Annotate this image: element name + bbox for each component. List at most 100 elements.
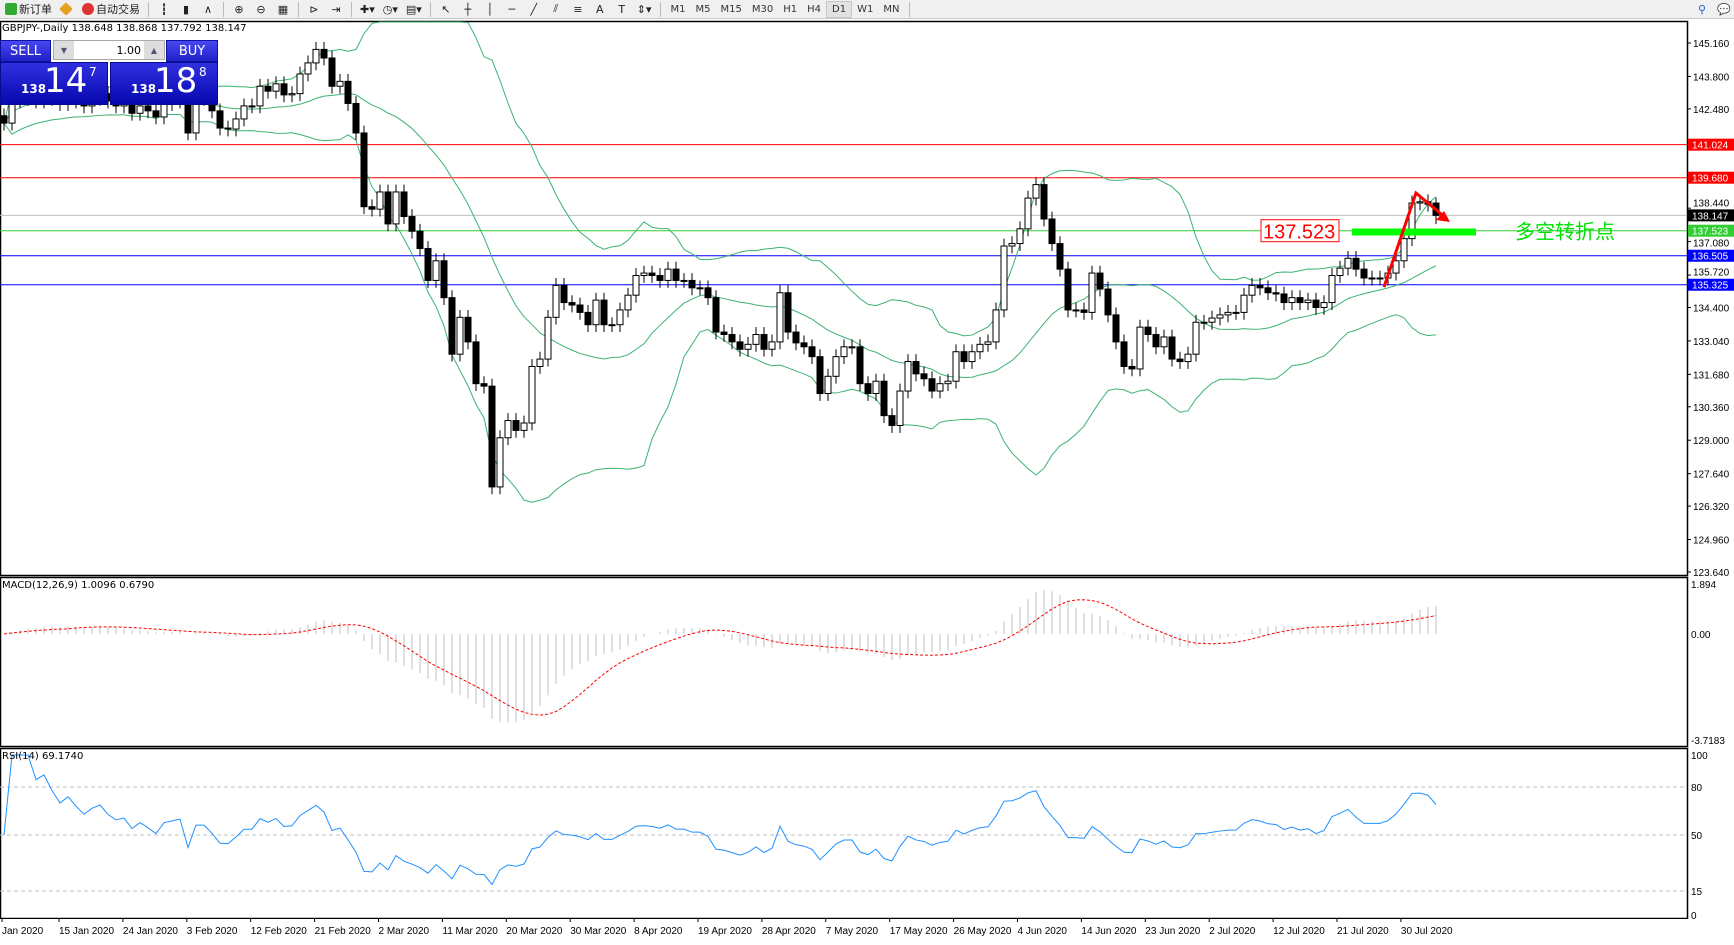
candle xyxy=(960,351,968,363)
templates-icon[interactable]: ▤▾ xyxy=(405,2,422,16)
pivot-zone-bar xyxy=(1352,228,1476,236)
candle xyxy=(296,73,304,95)
new-order-button[interactable]: 新订单 xyxy=(2,1,55,18)
candle xyxy=(1088,272,1096,313)
macd-tick-label: -3.7183 xyxy=(1691,736,1725,747)
cursor-icon[interactable]: ↖ xyxy=(441,2,451,16)
timeframe-h4[interactable]: H4 xyxy=(807,3,822,15)
candle xyxy=(488,385,496,488)
lot-input[interactable] xyxy=(74,43,144,57)
lot-decrease-button[interactable]: ▼ xyxy=(54,41,74,59)
tile-windows-icon[interactable]: ▦ xyxy=(277,2,289,16)
indicators-icon[interactable]: ✚▾ xyxy=(360,2,375,16)
candle xyxy=(224,127,232,130)
candle xyxy=(1360,268,1368,279)
timeframe-m1[interactable]: M1 xyxy=(670,3,686,15)
candle xyxy=(264,85,272,92)
auto-trading-button[interactable]: 自动交易 xyxy=(79,1,143,18)
timeframe-m15[interactable]: M15 xyxy=(720,3,742,15)
candle xyxy=(544,316,552,360)
candle xyxy=(640,272,648,277)
candlestick-button[interactable]: ▮ xyxy=(182,2,190,16)
sell-button[interactable]: SELL xyxy=(0,40,51,62)
time-tick-label: 12 Feb 2020 xyxy=(251,926,308,937)
macd-tick-label: 1.894 xyxy=(1691,580,1716,591)
arrow-head-icon xyxy=(1436,211,1450,222)
price-level-label: 137.523 xyxy=(1692,227,1729,238)
candle xyxy=(1008,243,1016,247)
candle xyxy=(1416,201,1424,204)
lot-increase-button[interactable]: ▲ xyxy=(144,41,164,59)
candle xyxy=(216,110,224,129)
rsi-line xyxy=(3,754,1437,886)
bar-chart-button[interactable]: ┇ xyxy=(160,2,168,16)
candle xyxy=(0,115,8,124)
time-tick-label: 2 Jul 2020 xyxy=(1209,926,1256,937)
zoom-in-icon[interactable]: ⊕ xyxy=(234,2,244,16)
buy-price[interactable]: 138 18 8 xyxy=(110,61,218,105)
timeframe-w1[interactable]: W1 xyxy=(857,3,874,15)
candle xyxy=(608,324,616,327)
macd-panel xyxy=(0,576,1689,748)
chat-icon[interactable]: 💬 xyxy=(1717,2,1731,16)
timeframe-m30[interactable]: M30 xyxy=(751,3,774,15)
text-icon[interactable]: A xyxy=(596,2,604,16)
trendline-icon[interactable]: ╱ xyxy=(530,2,538,16)
candle xyxy=(336,80,344,87)
timeframe-m5[interactable]: M5 xyxy=(695,3,711,15)
timeframe-h1[interactable]: H1 xyxy=(783,3,798,15)
periods-clock-icon[interactable]: ◷▾ xyxy=(382,2,398,16)
candle xyxy=(552,284,560,318)
search-icon[interactable]: ⚲ xyxy=(1697,2,1707,16)
time-tick-label: 4 Jun 2020 xyxy=(1018,926,1068,937)
timeframe-d1[interactable]: D1 xyxy=(826,0,853,18)
crosshair-icon[interactable]: ┼ xyxy=(464,2,472,16)
time-tick-label: 17 May 2020 xyxy=(890,926,948,937)
candle xyxy=(616,309,624,326)
buy-button[interactable]: BUY xyxy=(166,40,218,62)
candle xyxy=(1136,326,1144,370)
candle xyxy=(736,341,744,350)
lot-stepper[interactable]: ▼ ▲ xyxy=(53,40,165,60)
channel-icon[interactable]: ⫽ xyxy=(553,2,559,15)
timeframe-mn[interactable]: MN xyxy=(883,3,900,15)
time-tick-label: 21 Feb 2020 xyxy=(315,926,372,937)
candle xyxy=(1160,336,1168,348)
candle xyxy=(312,48,320,64)
candle xyxy=(1296,297,1304,304)
chart-shift-icon[interactable]: ⇥ xyxy=(331,2,341,16)
line-chart-button[interactable]: ∧ xyxy=(203,2,213,16)
candle xyxy=(1032,184,1040,199)
text-label-icon[interactable]: T xyxy=(618,2,626,16)
fibonacci-icon[interactable]: ≡ xyxy=(573,2,583,16)
price-tick-label: 143.800 xyxy=(1693,72,1730,83)
candle xyxy=(720,331,728,336)
candle xyxy=(408,216,416,232)
candle xyxy=(872,380,880,395)
candle xyxy=(416,230,424,249)
candle xyxy=(464,316,472,343)
sell-price[interactable]: 138 14 7 xyxy=(0,61,108,105)
vertical-line-icon[interactable]: │ xyxy=(486,2,494,16)
time-tick-label: 11 Mar 2020 xyxy=(442,926,498,937)
market-watch-button[interactable] xyxy=(57,1,77,18)
candle xyxy=(1304,299,1312,304)
candle xyxy=(928,378,936,392)
zoom-out-icon[interactable]: ⊖ xyxy=(256,2,266,16)
auto-scroll-icon[interactable]: ⊳ xyxy=(309,2,319,16)
candle xyxy=(152,110,160,118)
candle xyxy=(368,206,376,210)
candle xyxy=(504,420,512,439)
candle xyxy=(560,284,568,304)
arrows-icon[interactable]: ⇕▾ xyxy=(636,2,652,16)
candle xyxy=(1256,284,1264,289)
candle xyxy=(760,334,768,350)
price-tick-label: 126.320 xyxy=(1693,502,1730,513)
price-tick-label: 137.080 xyxy=(1693,239,1730,250)
candle xyxy=(1288,297,1296,304)
pivot-text: 多空转折点 xyxy=(1515,220,1615,244)
candle xyxy=(1344,257,1352,269)
candle xyxy=(648,272,656,277)
horizontal-line-icon[interactable]: ─ xyxy=(508,2,516,16)
